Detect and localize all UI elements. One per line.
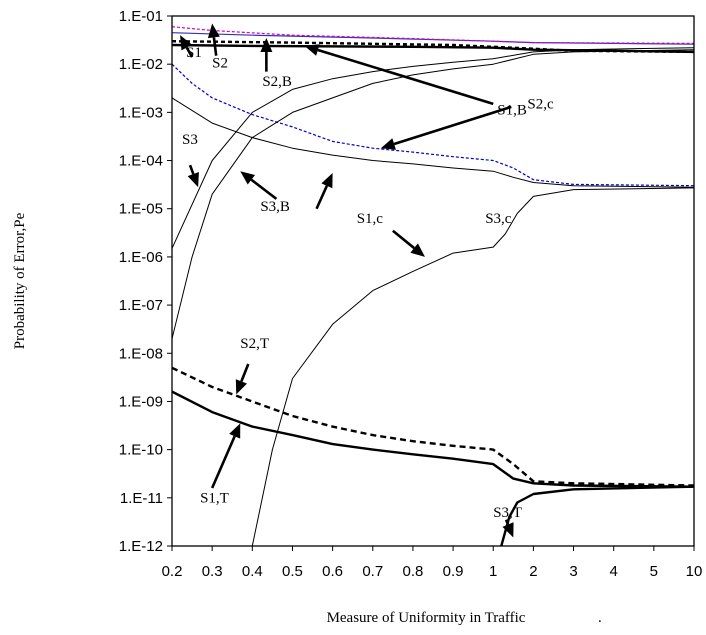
y-tick-label: 1.E-10 (119, 442, 163, 459)
annotation-arrow-head (207, 23, 220, 39)
annotation-label: S2,c (527, 97, 554, 113)
annotation-arrow-shaft (240, 363, 250, 382)
annotation-label: S2 (212, 56, 228, 72)
x-axis-title: Measure of Uniformity in Traffic (327, 610, 526, 626)
y-axis-title: Probability of Error,Pe (12, 212, 28, 349)
annotation-arrow-shaft (315, 185, 329, 210)
annotation-arrow-shaft (188, 164, 195, 175)
annotation-arrow-head (240, 171, 256, 185)
x-axis-ticks: 0.2 0.3 0.4 0.5 0.6 0.7 0.8 0.9 1 2 3 4 5 10 (162, 546, 703, 580)
annotation-arrow-head (410, 243, 425, 257)
y-tick-label: 1.E-05 (119, 201, 163, 218)
y-tick-label: 1.E-04 (119, 153, 163, 170)
x-tick-label: 4 (610, 563, 618, 580)
x-tick-label: 5 (650, 563, 658, 580)
series-layer (172, 26, 694, 546)
series-line-s3b (172, 49, 694, 339)
x-tick-label: 3 (569, 563, 577, 580)
annotation-arrow-head (304, 44, 320, 56)
x-tick-label: 0.3 (202, 563, 223, 580)
annotation-arrow-shaft (317, 48, 494, 106)
annotation-arrow-shaft (504, 519, 510, 526)
x-tick-label: 0.2 (162, 563, 183, 580)
annotation-label: S3,B (260, 199, 290, 215)
series-line-s2b (172, 40, 694, 54)
series-line-s3c (251, 187, 694, 546)
x-tick-label: 0.5 (282, 563, 303, 580)
annotation-arrow-shaft (212, 37, 218, 56)
annotation-label: S3 (182, 132, 198, 148)
annotation-arrow-head (260, 37, 273, 52)
y-tick-label: 1.E-01 (119, 8, 163, 25)
x-tick-label: 0.6 (322, 563, 343, 580)
x-tick-label: 0.4 (242, 563, 263, 580)
annotation-label: S1 (186, 45, 202, 61)
plot-frame (171, 15, 695, 547)
series-line-s1t (172, 390, 694, 488)
annotation-arrow-head (321, 173, 333, 189)
annotation-arrow-shaft (250, 178, 278, 200)
annotation-label: S1,T (200, 490, 229, 506)
x-tick-label: 0.9 (443, 563, 464, 580)
annotation-arrow-shaft (185, 46, 194, 58)
y-tick-label: 1.E-07 (119, 297, 163, 314)
y-tick-label: 1.E-08 (119, 345, 163, 362)
annotation-arrow-head (380, 138, 396, 150)
annotations: S1 S2 S2,B S1,B S2,c S3 S3,B S1,c S3,c S2,T S1,T S3… (180, 23, 554, 538)
annotation-label: S2,B (262, 74, 292, 90)
annotation-label: S2,T (240, 336, 269, 352)
y-tick-label: 1.E-09 (119, 393, 163, 410)
annotation-arrow-shaft (393, 105, 512, 146)
series-line-s3t (500, 485, 694, 546)
series-line-s2t (172, 366, 694, 487)
annotation-arrow-head (502, 522, 514, 538)
y-tick-label: 1.E-11 (120, 490, 163, 507)
annotation-label: S3,T (493, 505, 522, 521)
annotation-arrow-head (180, 35, 193, 51)
y-tick-label: 1.E-03 (119, 104, 163, 121)
series-line-s2c (172, 63, 694, 187)
x-axis-title-suffix: . (598, 610, 602, 626)
annotation-arrow-head (187, 171, 199, 188)
x-tick-label: 10 (686, 563, 703, 580)
x-tick-label: 1 (489, 563, 497, 580)
annotation-arrow-shaft (210, 435, 236, 489)
annotation-label: S1,c (357, 211, 384, 227)
x-tick-label: 0.8 (402, 563, 423, 580)
annotation-arrow-head (229, 423, 241, 439)
y-tick-label: 1.E-02 (119, 56, 163, 73)
x-tick-label: 2 (529, 563, 537, 580)
y-axis-ticks: 1.E-01 1.E-02 1.E-03 1.E-04 1.E-05 1.E-06 1.E-… (119, 8, 172, 555)
annotation-label: S3,c (485, 211, 512, 227)
x-tick-label: 0.7 (362, 563, 383, 580)
y-tick-label: 1.E-12 (119, 538, 163, 555)
annotation-arrow-head (235, 379, 247, 395)
annotation-arrow-shaft (392, 229, 415, 250)
annotation-label: S1,B (497, 103, 527, 119)
series-line-s3 (172, 47, 694, 249)
y-tick-label: 1.E-06 (119, 249, 163, 266)
